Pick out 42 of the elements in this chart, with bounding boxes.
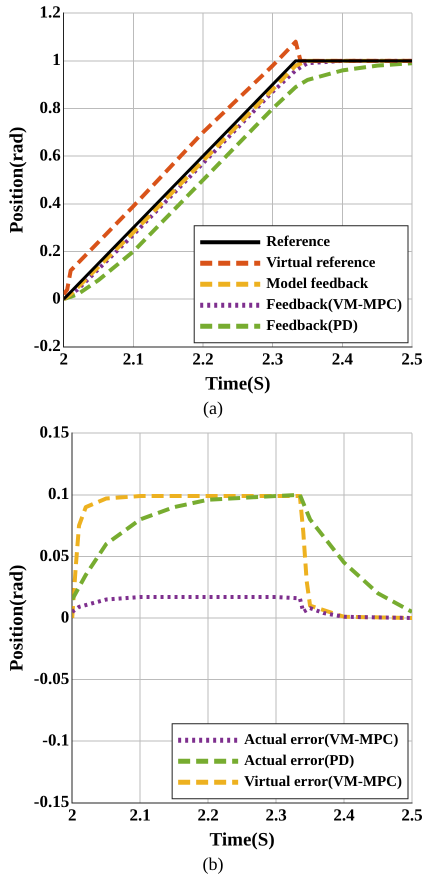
y-axis-title: Position(rad) xyxy=(6,126,28,234)
y-tick-label: 0 xyxy=(60,607,70,626)
y-tick-label: 1.2 xyxy=(39,2,61,22)
y-tick-label: 0.6 xyxy=(39,146,61,165)
x-tick-label: 2.5 xyxy=(401,349,423,368)
legend-label: Actual error(PD) xyxy=(244,753,354,770)
line-series xyxy=(72,595,412,620)
x-tick-label: 2.1 xyxy=(130,805,151,824)
y-tick-label: 0.2 xyxy=(39,240,61,260)
x-tick-label: 2.5 xyxy=(401,805,423,824)
x-tick-label: 2.3 xyxy=(265,805,287,824)
text: (b) xyxy=(202,853,224,876)
legend-label: Actual error(VM-MPC) xyxy=(244,732,398,748)
x-tick-label: 2.4 xyxy=(333,805,356,824)
x-tick-label: 2.3 xyxy=(262,349,284,368)
y-tick-label: 0.4 xyxy=(39,193,62,212)
x-tick-label: 2 xyxy=(68,805,76,824)
text: (a) xyxy=(202,397,224,420)
y-tick-label: 0.05 xyxy=(39,546,70,565)
x-tick-label: 2.4 xyxy=(332,349,354,368)
y-tick-label: -0.05 xyxy=(34,668,70,688)
legend-label: Feedback(PD) xyxy=(266,318,358,334)
legend-label: Reference xyxy=(266,234,330,250)
y-tick-label: 1 xyxy=(52,50,61,70)
y-tick-label: 0.8 xyxy=(39,98,61,117)
y-tick-label: -0.2 xyxy=(34,336,61,356)
y-tick-label: -0.1 xyxy=(42,730,70,750)
legend-label: Virtual reference xyxy=(266,255,376,272)
y-tick-label: 0.15 xyxy=(39,422,70,442)
legend-label: Model feedback xyxy=(266,276,369,292)
x-tick-label: 2.2 xyxy=(192,349,214,368)
x-axis-title: Time(S) xyxy=(205,374,270,395)
y-tick-label: 0.1 xyxy=(48,484,70,504)
y-axis-title: Position(rad) xyxy=(6,564,28,672)
x-tick-label: 2.1 xyxy=(122,349,144,368)
y-tick-label: 0 xyxy=(52,288,61,308)
legend-label: Virtual error(VM-MPC) xyxy=(244,774,402,790)
y-tick-label: -0.15 xyxy=(34,792,70,812)
x-tick-label: 2 xyxy=(59,349,68,368)
legend-label: Feedback(VM-MPC) xyxy=(266,297,402,314)
x-tick-label: 2.2 xyxy=(198,805,219,824)
x-axis-title: Time(S) xyxy=(210,830,275,851)
